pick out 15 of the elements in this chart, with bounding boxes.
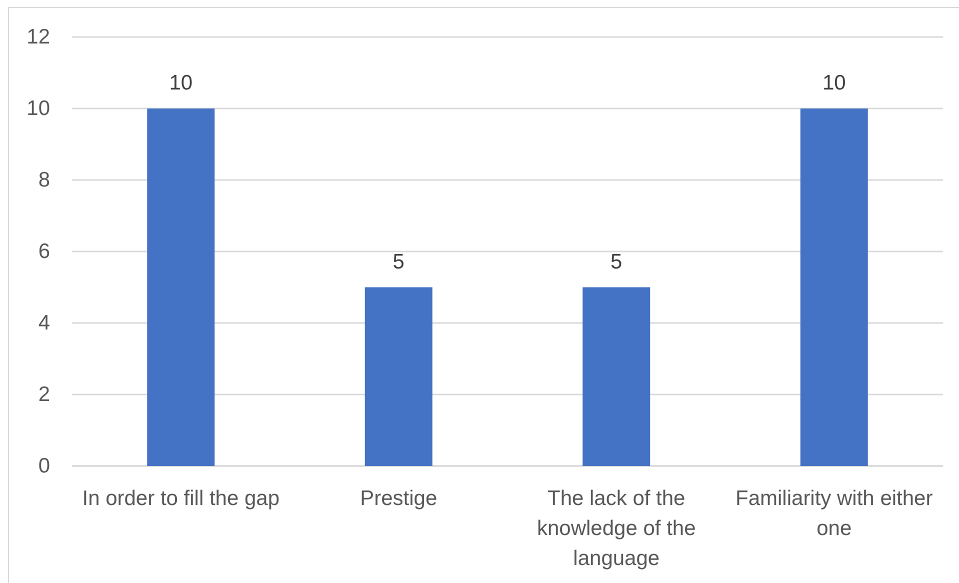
y-tick-label: 0: [38, 454, 50, 478]
x-tick-label: Familiarity with either one: [736, 487, 933, 540]
y-tick-label: 4: [38, 312, 50, 335]
data-label: 5: [610, 250, 622, 274]
x-tick-label: Prestige: [360, 487, 438, 510]
y-tick-label: 12: [26, 26, 50, 49]
y-tick-label: 6: [38, 240, 50, 264]
data-label: 10: [169, 72, 193, 94]
data-label: 5: [392, 250, 404, 274]
y-tick-label: 8: [38, 168, 50, 192]
x-tick-label: In order to fill the gap: [82, 487, 280, 510]
y-tick-label: 10: [26, 97, 50, 120]
data-label: 10: [822, 72, 846, 94]
y-tick-label: 2: [38, 383, 50, 406]
x-tick-label: The lack of the knowledge of the language: [536, 487, 696, 570]
